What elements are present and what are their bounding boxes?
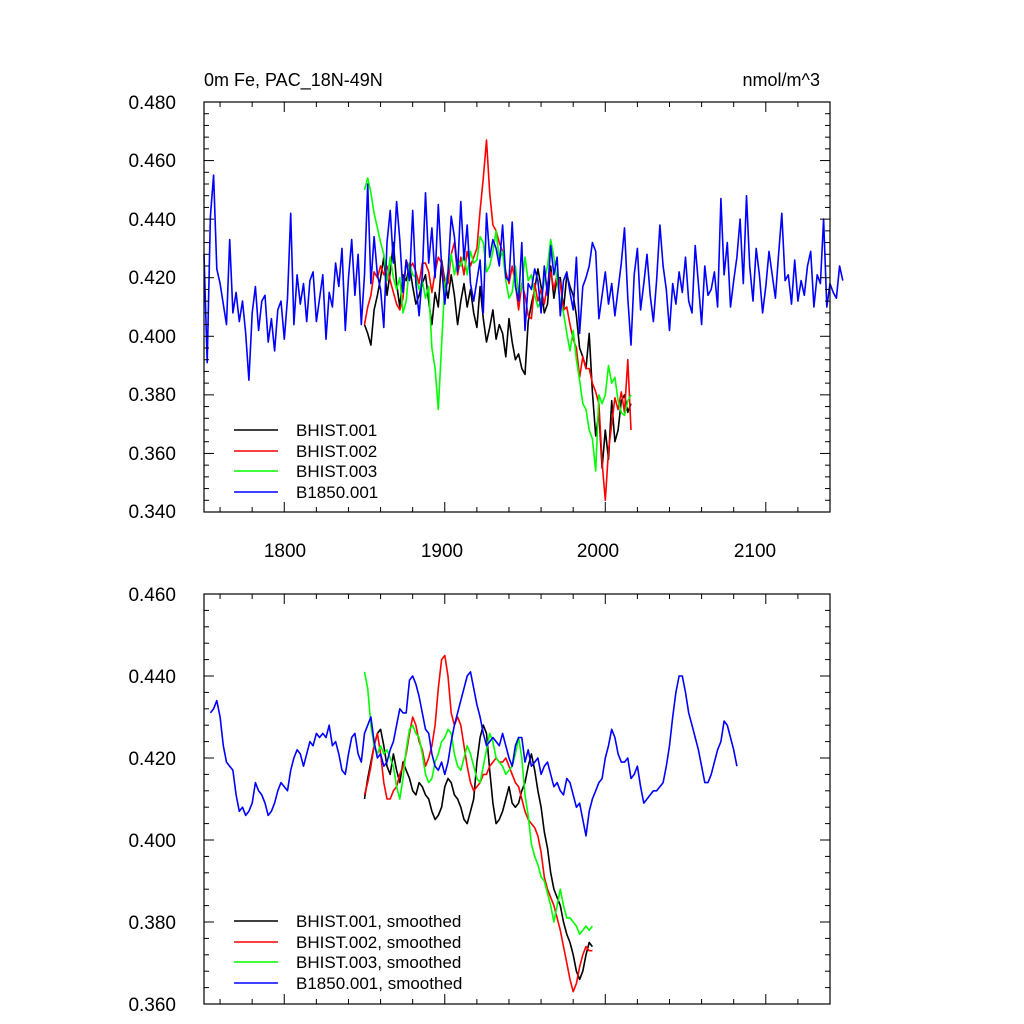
top-x-tick-labels: 1800 1900 2000 2100 xyxy=(264,541,776,562)
legend-label: B1850.001, smoothed xyxy=(296,974,462,993)
top-plot-title: 0m Fe, PAC_18N-49N xyxy=(204,70,383,91)
y-tick-label: 0.380 xyxy=(128,385,176,406)
y-tick-label: 0.480 xyxy=(128,93,176,114)
bottom-series-lines xyxy=(209,654,738,993)
legend-label: BHIST.003 xyxy=(296,462,377,481)
bottom-series-line-b1850-001-smoothed xyxy=(209,671,738,837)
top-series-line-b1850-001 xyxy=(203,174,844,382)
top-series-lines xyxy=(203,139,844,502)
top-units-label: nmol/m^3 xyxy=(743,70,820,90)
y-tick-label: 0.420 xyxy=(128,268,176,289)
y-tick-label: 0.420 xyxy=(128,749,176,770)
top-series-line-bhist-002 xyxy=(363,139,632,502)
legend-label: BHIST.001, smoothed xyxy=(296,912,461,931)
top-tick-marks xyxy=(204,101,831,513)
bottom-y-tick-labels: 0.360 0.380 0.400 0.420 0.440 0.460 xyxy=(128,585,176,1016)
y-tick-label: 0.400 xyxy=(128,327,176,348)
top-legend: BHIST.001 BHIST.002 BHIST.003 B1850.001 xyxy=(234,421,378,502)
legend-label: BHIST.003, smoothed xyxy=(296,953,461,972)
bottom-series-line-bhist-003-smoothed xyxy=(363,671,594,936)
top-y-tick-labels: 0.340 0.360 0.380 0.400 0.420 0.440 0.46… xyxy=(128,93,176,523)
top-series-line-bhist-003 xyxy=(363,177,632,472)
y-tick-label: 0.380 xyxy=(128,913,176,934)
legend-label: BHIST.002 xyxy=(296,442,377,461)
bottom-legend: BHIST.001, smoothed BHIST.002, smoothed … xyxy=(234,912,462,993)
x-tick-label: 2000 xyxy=(577,541,619,562)
y-tick-label: 0.340 xyxy=(128,502,176,523)
y-tick-label: 0.460 xyxy=(128,585,176,606)
top-panel: 0m Fe, PAC_18N-49N nmol/m^3 0.340 0.360 … xyxy=(128,70,844,562)
x-tick-label: 1900 xyxy=(421,541,463,562)
legend-label: BHIST.002, smoothed xyxy=(296,933,461,952)
legend-label: B1850.001 xyxy=(296,483,378,502)
y-tick-label: 0.440 xyxy=(128,667,176,688)
bottom-panel: 0.360 0.380 0.400 0.420 0.440 0.460 BHIS… xyxy=(128,585,831,1016)
x-tick-label: 1800 xyxy=(264,541,306,562)
legend-label: BHIST.001 xyxy=(296,421,377,440)
y-tick-label: 0.400 xyxy=(128,831,176,852)
bottom-plot-frame xyxy=(203,593,831,1005)
top-plot-frame xyxy=(203,101,831,513)
y-tick-label: 0.440 xyxy=(128,210,176,231)
y-tick-label: 0.460 xyxy=(128,151,176,172)
y-tick-label: 0.360 xyxy=(128,444,176,465)
bottom-series-line-bhist-002-smoothed xyxy=(363,654,593,993)
x-tick-label: 2100 xyxy=(734,541,776,562)
y-tick-label: 0.360 xyxy=(128,995,176,1016)
